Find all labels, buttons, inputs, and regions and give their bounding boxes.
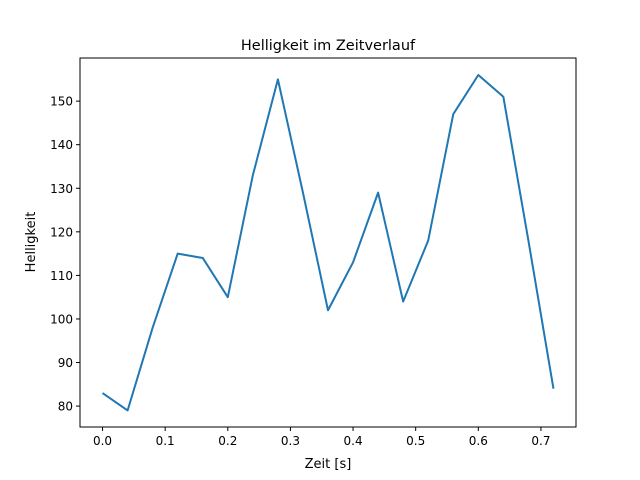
y-tick-label: 130 [50, 182, 73, 196]
chart-title: Helligkeit im Zeitverlauf [241, 38, 416, 54]
y-tick-label: 80 [58, 400, 73, 414]
y-axis-label: Helligkeit [24, 212, 39, 273]
series-line-helligkeit [101, 73, 555, 412]
x-tick-label: 0.0 [93, 434, 112, 448]
x-tick-label: 0.1 [156, 434, 175, 448]
y-tick-label: 120 [50, 225, 73, 239]
y-tick-label: 150 [50, 95, 73, 109]
plot-frame [79, 57, 577, 428]
x-tick-label: 0.5 [406, 434, 425, 448]
x-tick-label: 0.4 [344, 434, 363, 448]
y-tick-label: 100 [50, 312, 73, 326]
y-tick-label: 90 [58, 356, 73, 370]
x-axis-label: Zeit [s] [305, 457, 352, 472]
x-tick-label: 0.7 [531, 434, 550, 448]
y-tick-label: 140 [50, 138, 73, 152]
y-tick-label: 110 [50, 269, 73, 283]
x-tick-label: 0.2 [218, 434, 237, 448]
x-tick-label: 0.6 [469, 434, 488, 448]
x-tick-label: 0.3 [281, 434, 300, 448]
